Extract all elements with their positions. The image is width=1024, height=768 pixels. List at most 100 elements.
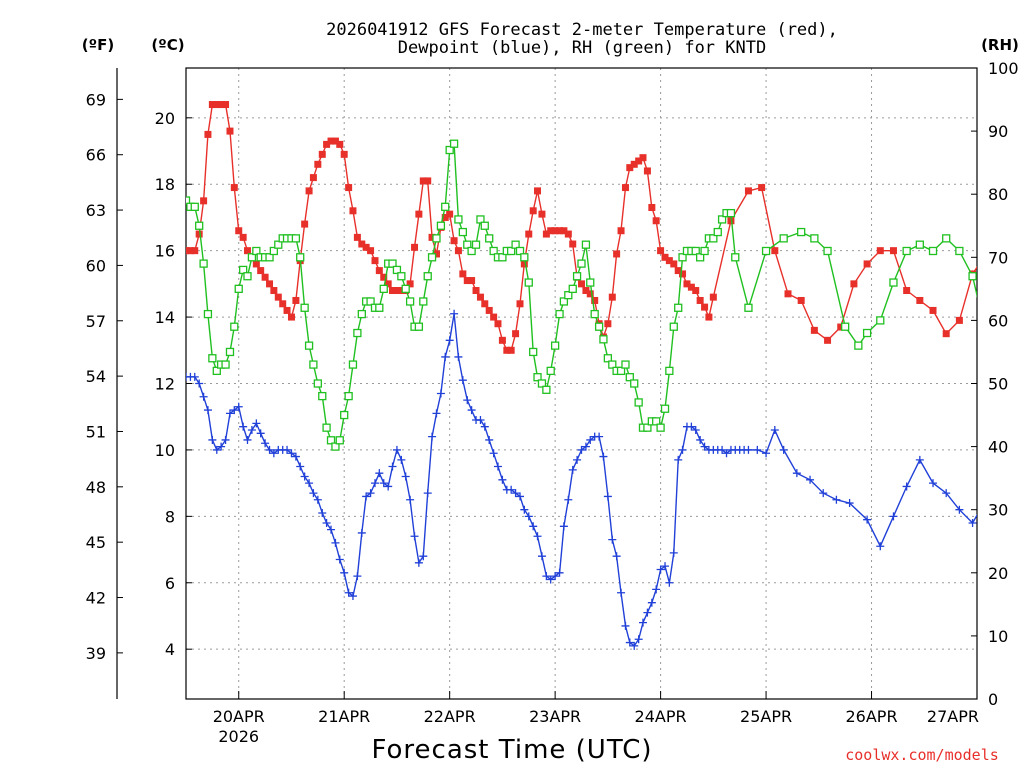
temperature-point (204, 130, 212, 138)
rh-point (700, 246, 709, 256)
dewpoint-point (678, 445, 687, 454)
rh-point (199, 259, 208, 268)
rh-point (471, 240, 481, 249)
temperature-point (432, 250, 440, 258)
temperature-point (824, 336, 832, 344)
rh-point (304, 341, 314, 350)
temperature-point (191, 247, 199, 255)
temperature-point (635, 157, 643, 165)
time-tick-label: 22APR (424, 707, 476, 726)
temperature-point (547, 227, 555, 235)
dewpoint-point (968, 518, 977, 527)
rh-point (221, 360, 230, 369)
dewpoint-point (1013, 446, 1021, 454)
temperature-point (481, 300, 489, 308)
rh-point (423, 272, 432, 281)
temperature-point (538, 210, 546, 218)
dewpoint-point (753, 445, 762, 454)
rh-point (313, 379, 322, 388)
temperature-point (239, 233, 247, 241)
dewpoint-point (256, 429, 265, 438)
rh-point (445, 145, 454, 155)
rh-point (603, 354, 613, 363)
temperature-point (916, 296, 924, 304)
rh-point (449, 139, 459, 148)
rh-point (533, 373, 542, 382)
temperature-point (186, 247, 194, 255)
dewpoint-point (955, 505, 964, 514)
rh-point (559, 297, 569, 306)
temperature-point (889, 247, 897, 255)
temperature-series (186, 101, 1024, 354)
rh-point (458, 227, 468, 237)
rh-point (546, 366, 555, 376)
rh-point (208, 354, 217, 363)
rh-point (318, 391, 327, 401)
time-tick-label: 20APR (213, 707, 265, 726)
c-tick-label: 18 (155, 175, 175, 194)
rh-point (568, 284, 577, 294)
dewpoint-point (362, 492, 371, 501)
dewpoint-point (599, 452, 608, 461)
dewpoint-point (370, 479, 379, 488)
rh-point (841, 322, 850, 331)
temperature-point (556, 227, 564, 235)
temperature-point (643, 167, 651, 175)
dewpoint-point (392, 445, 401, 454)
rh-point (717, 215, 727, 224)
dewpoint-point (221, 435, 230, 444)
dewpoint-point (313, 495, 322, 504)
dewpoint-point (647, 598, 656, 607)
temperature-point (367, 247, 375, 255)
temperature-point (468, 277, 476, 285)
dewpoint-point (656, 565, 665, 574)
temperature-point (516, 300, 524, 308)
dewpoint-point (454, 352, 463, 361)
time-tick-label: 21APR (318, 707, 370, 726)
rh-point (982, 330, 989, 337)
dewpoint-point (792, 469, 801, 478)
dewpoint-point (397, 455, 406, 464)
rh-tick-label: 50 (988, 375, 1008, 394)
rh-point (432, 234, 441, 243)
temperature-point (217, 101, 225, 109)
temperature-point (582, 287, 590, 295)
rh-point (414, 322, 424, 331)
rh-point (634, 398, 643, 407)
dewpoint-point (516, 492, 525, 501)
rh-axis: 0 10 20 30 40 50 60 70 80 90 100 (971, 59, 1019, 709)
credit-link[interactable]: coolwx.com/models (845, 746, 999, 764)
dewpoint-point (217, 442, 226, 451)
dewpoint-point (674, 455, 683, 464)
dewpoint-point (915, 455, 924, 464)
rh-tick-label: 10 (988, 627, 1008, 646)
rh-point (652, 417, 661, 426)
dewpoint-point (744, 445, 753, 454)
dewpoint-point (889, 512, 898, 521)
temperature-point (349, 207, 357, 215)
c-tick-label: 10 (155, 441, 175, 460)
dewpoint-point (625, 638, 634, 647)
temperature-point (459, 270, 467, 278)
dewpoint-point (243, 435, 252, 444)
dewpoint-point (463, 396, 472, 405)
rh-point (388, 259, 397, 268)
temperature-point (727, 217, 735, 225)
rh-point (876, 316, 885, 325)
rh-point (498, 253, 507, 262)
f-tick-label: 69 (86, 90, 106, 109)
temperature-point (1017, 234, 1024, 241)
temperature-point (534, 187, 542, 195)
temperature-point (942, 330, 950, 338)
temperature-point (270, 287, 278, 295)
temperature-point (520, 260, 528, 268)
dewpoint-point (212, 445, 221, 454)
dewpoint-point (476, 416, 485, 425)
rh-point (230, 322, 239, 331)
dewpoint-point (573, 455, 582, 464)
dewpoint-point (265, 445, 274, 454)
temperature-point (679, 270, 687, 278)
dewpoint-point (230, 406, 239, 415)
dewpoint-point (806, 475, 815, 484)
